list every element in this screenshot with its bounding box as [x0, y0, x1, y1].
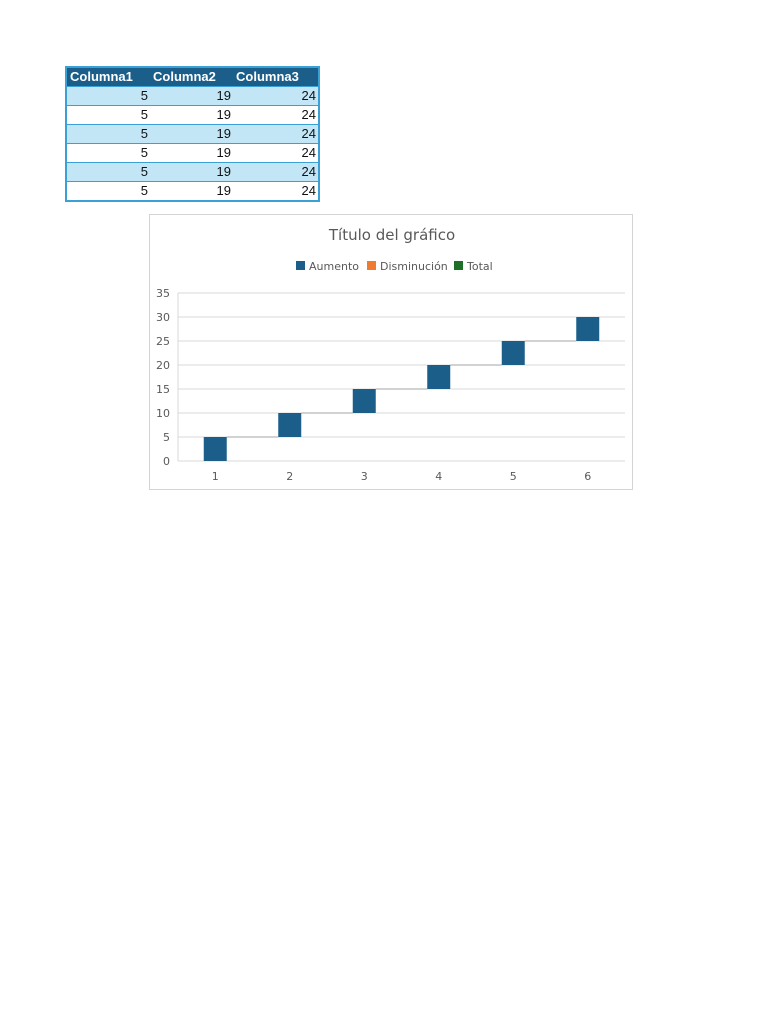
- bar-series: [203, 317, 600, 461]
- table-cell[interactable]: 19: [216, 145, 231, 160]
- y-tick-label: 25: [156, 335, 170, 348]
- x-tick-label: 2: [286, 470, 293, 483]
- y-axis: 0 5 10 15 20 25 30 35: [156, 287, 170, 468]
- waterfall-bar[interactable]: [427, 365, 451, 389]
- legend-swatch-0: [296, 261, 305, 270]
- chart-title: Título del gráfico: [328, 226, 455, 244]
- chart-area[interactable]: Título del gráfico Aumento Disminución Tot…: [149, 214, 633, 490]
- table-row: 5 19 24: [67, 86, 318, 105]
- table-row: 5 19 24: [67, 105, 318, 124]
- table-cell[interactable]: 5: [140, 88, 148, 103]
- table-cell[interactable]: 19: [216, 164, 231, 179]
- x-tick-label: 5: [510, 470, 517, 483]
- waterfall-bar[interactable]: [576, 317, 600, 341]
- waterfall-chart: Título del gráfico Aumento Disminución Tot…: [156, 226, 625, 483]
- y-tick-label: 15: [156, 383, 170, 396]
- y-tick-label: 10: [156, 407, 170, 420]
- x-axis: 1 2 3 4 5 6: [212, 470, 592, 483]
- legend-label-1: Disminución: [380, 260, 448, 273]
- table-row: 5 19 24: [67, 124, 318, 143]
- chart-gridlines: [177, 292, 625, 462]
- table-cell[interactable]: 19: [216, 126, 231, 141]
- table-header-row: Columna1 Columna2 Columna3: [67, 68, 318, 86]
- y-tick-label: 5: [163, 431, 170, 444]
- table-cell[interactable]: 24: [301, 145, 316, 160]
- table-cell[interactable]: 19: [216, 183, 231, 198]
- table-cell[interactable]: 19: [216, 107, 231, 122]
- waterfall-bar[interactable]: [501, 341, 525, 365]
- header-columna1[interactable]: Columna1: [70, 69, 133, 84]
- table-row: 5 19 24: [67, 181, 318, 200]
- y-tick-label: 35: [156, 287, 170, 300]
- table-row: 5 19 24: [67, 162, 318, 181]
- table-cell[interactable]: 5: [140, 145, 148, 160]
- table-cell[interactable]: 24: [301, 88, 316, 103]
- y-tick-label: 20: [156, 359, 170, 372]
- table-cell[interactable]: 5: [140, 126, 148, 141]
- data-table: Columna1 Columna2 Columna3 5 19 24 5 19 …: [65, 66, 320, 202]
- waterfall-bar[interactable]: [203, 437, 227, 461]
- x-tick-label: 1: [212, 470, 219, 483]
- legend-swatch-1: [367, 261, 376, 270]
- waterfall-bar[interactable]: [278, 413, 302, 437]
- chart-legend: Aumento Disminución Total: [296, 260, 493, 273]
- table-cell[interactable]: 19: [216, 88, 231, 103]
- header-columna2[interactable]: Columna2: [153, 69, 216, 84]
- table-row: 5 19 24: [67, 143, 318, 162]
- table-cell[interactable]: 5: [140, 107, 148, 122]
- connector-lines: [226, 340, 577, 438]
- waterfall-bar[interactable]: [352, 389, 376, 413]
- header-columna3[interactable]: Columna3: [236, 69, 299, 84]
- table-cell[interactable]: 5: [140, 183, 148, 198]
- table-cell[interactable]: 24: [301, 107, 316, 122]
- x-tick-label: 3: [361, 470, 368, 483]
- x-tick-label: 4: [435, 470, 442, 483]
- y-tick-label: 0: [163, 455, 170, 468]
- legend-label-0: Aumento: [309, 260, 359, 273]
- table-cell[interactable]: 5: [140, 164, 148, 179]
- legend-swatch-2: [454, 261, 463, 270]
- table-cell[interactable]: 24: [301, 126, 316, 141]
- table-cell[interactable]: 24: [301, 164, 316, 179]
- legend-label-2: Total: [466, 260, 493, 273]
- x-tick-label: 6: [584, 470, 591, 483]
- table-cell[interactable]: 24: [301, 183, 316, 198]
- y-tick-label: 30: [156, 311, 170, 324]
